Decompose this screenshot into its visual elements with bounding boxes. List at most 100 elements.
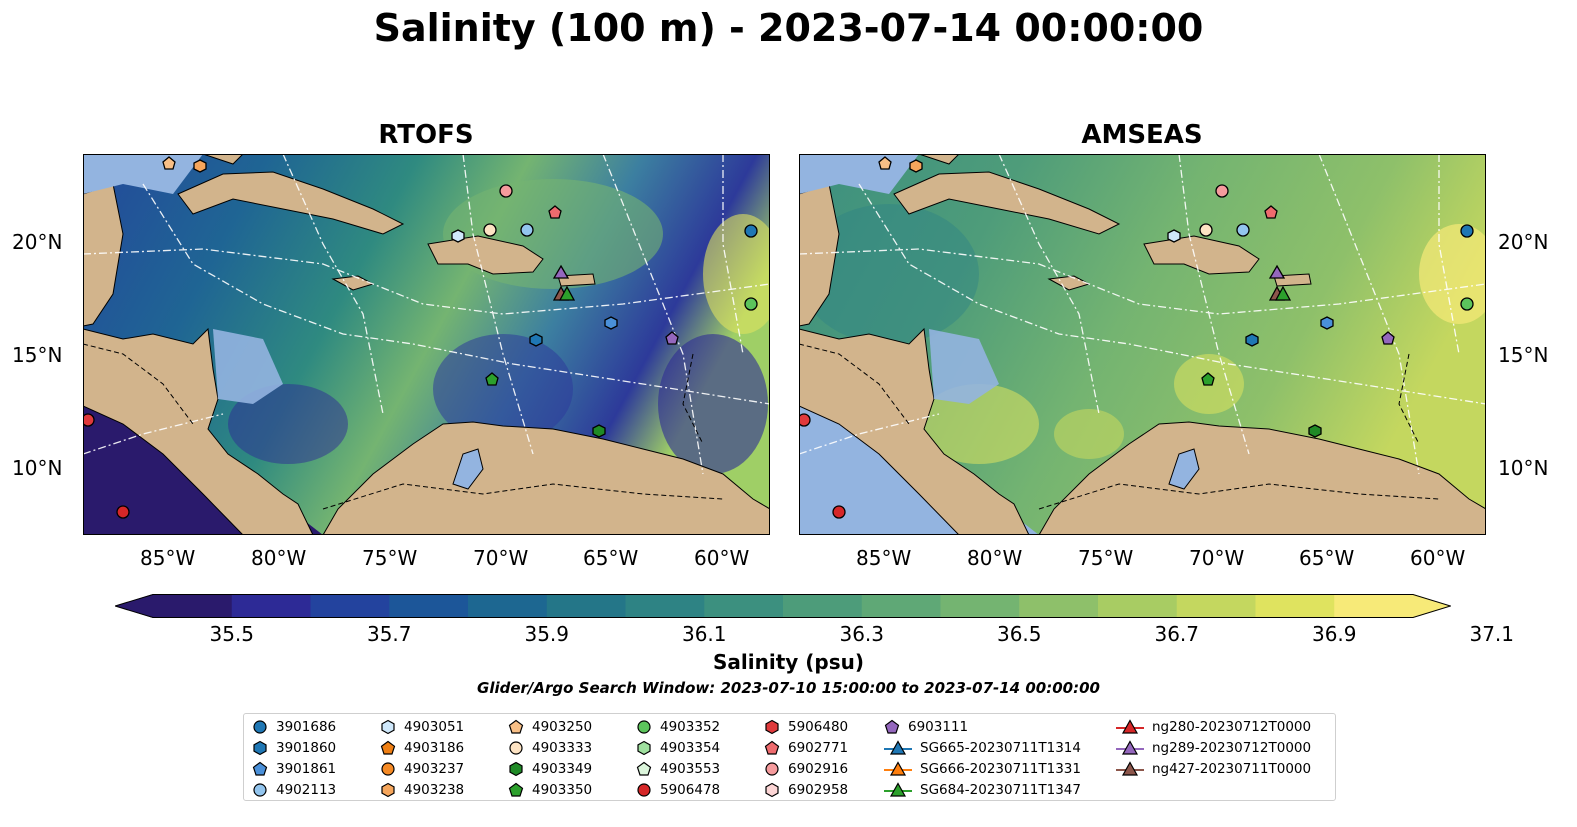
colorbar-tick-label: 37.1 <box>1469 622 1515 646</box>
legend-label: 4902113 <box>276 781 337 798</box>
lon-label: 70°W <box>1189 546 1245 570</box>
colorbar-segment <box>310 594 390 618</box>
colorbar-segment <box>861 594 942 618</box>
legend-item: 6903111 <box>884 716 1081 737</box>
legend-label: ng280-20230712T0000 <box>1152 718 1312 735</box>
cuba-land <box>177 171 405 235</box>
lon-label: 65°W <box>583 546 639 570</box>
lon-label: 70°W <box>473 546 529 570</box>
search-window-text: Glider/Argo Search Window: 2023-07-10 15… <box>477 679 1100 697</box>
pentagon-marker-icon <box>508 782 532 798</box>
legend-item: ng427-20230711T0000 <box>1116 758 1311 779</box>
legend-label: 4903238 <box>404 781 465 798</box>
legend-label: SG666-20230711T1331 <box>920 760 1081 777</box>
circle-marker-icon <box>636 719 660 735</box>
colorbar-tick-label: 36.3 <box>839 622 885 646</box>
colorbar-segment <box>783 594 863 618</box>
circle-marker-icon <box>508 740 532 756</box>
colorbar-segment <box>231 594 312 618</box>
legend-item: 4903238 <box>380 779 464 800</box>
colorbar-segment <box>546 594 627 618</box>
legend-label: 4903333 <box>532 739 593 756</box>
lat-label-20-left: 20°N <box>12 230 63 254</box>
colorbar-segment <box>1255 594 1335 618</box>
figure-title: Salinity (100 m) - 2023-07-14 00:00:00 <box>373 6 1204 50</box>
triangle-line-marker-icon <box>1116 760 1152 777</box>
platform-legend: 3901686 3901860 3901861 4902113 4903051 4903… <box>243 713 1336 801</box>
colorbar-extend-high <box>1413 594 1451 618</box>
triangle-line-marker-icon <box>1116 739 1152 756</box>
legend-label: 6903111 <box>908 718 969 735</box>
legend-label: SG684-20230711T1347 <box>920 781 1081 798</box>
south-america-land <box>322 421 770 535</box>
legend-item: 4903553 <box>636 758 720 779</box>
colorbar-tick-label: 36.7 <box>1154 622 1200 646</box>
circle-marker-icon <box>380 761 404 777</box>
colorbar-segment <box>153 594 233 618</box>
colorbar-segment <box>468 594 548 618</box>
colorbar-segment <box>1334 594 1414 618</box>
rtofs-map <box>83 154 770 535</box>
colorbar-extend-low <box>115 594 153 618</box>
legend-item: 4903352 <box>636 716 720 737</box>
legend-label: 4903250 <box>532 718 593 735</box>
colorbar-tick-label: 35.9 <box>524 622 570 646</box>
salinity-colorbar <box>115 594 1451 618</box>
hexagon-marker-icon <box>764 719 788 735</box>
pentagon-marker-icon <box>508 719 532 735</box>
lat-label-15-left: 15°N <box>12 343 63 367</box>
lon-label: 85°W <box>856 546 912 570</box>
legend-label: 3901860 <box>276 739 337 756</box>
panel-title-rtofs: RTOFS <box>378 120 474 150</box>
legend-item: ng280-20230712T0000 <box>1116 716 1311 737</box>
legend-label: ng289-20230712T0000 <box>1152 739 1312 756</box>
colorbar-tick-label: 36.9 <box>1311 622 1357 646</box>
panel-title-amseas: AMSEAS <box>1081 120 1203 150</box>
lon-label: 75°W <box>362 546 418 570</box>
legend-item: 4903051 <box>380 716 464 737</box>
legend-item: 4903354 <box>636 737 720 758</box>
pentagon-marker-icon <box>636 761 660 777</box>
triangle-line-marker-icon <box>884 760 920 777</box>
triangle-line-marker-icon <box>884 739 920 756</box>
circle-marker-icon <box>252 719 276 735</box>
colorbar-tick-label: 36.1 <box>681 622 727 646</box>
triangle-line-marker-icon <box>1116 718 1152 735</box>
legend-item: 4903349 <box>508 758 592 779</box>
colorbar-segment <box>940 594 1020 618</box>
legend-label: ng427-20230711T0000 <box>1152 760 1312 777</box>
legend-item: 5906478 <box>636 779 720 800</box>
hexagon-marker-icon <box>764 782 788 798</box>
colorbar-segment <box>1019 594 1099 618</box>
legend-label: SG665-20230711T1314 <box>920 739 1081 756</box>
lon-label: 65°W <box>1299 546 1355 570</box>
legend-item: SG665-20230711T1314 <box>884 737 1081 758</box>
hexagon-marker-icon <box>252 740 276 756</box>
legend-item: 6902958 <box>764 779 848 800</box>
colorbar-segment <box>1098 594 1178 618</box>
lat-label-10-right: 10°N <box>1498 456 1549 480</box>
lat-label-15-right: 15°N <box>1498 343 1549 367</box>
legend-label: 4903349 <box>532 760 593 777</box>
lon-label: 75°W <box>1078 546 1134 570</box>
lon-label: 85°W <box>140 546 196 570</box>
legend-item: SG666-20230711T1331 <box>884 758 1081 779</box>
colorbar-segment <box>1176 594 1257 618</box>
hexagon-marker-icon <box>380 719 404 735</box>
colorbar-segment <box>389 594 469 618</box>
colorbar-tick-label: 36.5 <box>996 622 1042 646</box>
pentagon-marker-icon <box>884 719 908 735</box>
colorbar-tick-label: 35.5 <box>209 622 255 646</box>
pentagon-marker-icon <box>380 740 404 756</box>
lon-label: 80°W <box>967 546 1023 570</box>
legend-item: ng289-20230712T0000 <box>1116 737 1311 758</box>
legend-item: 5906480 <box>764 716 848 737</box>
circle-marker-icon <box>764 761 788 777</box>
legend-label: 4903553 <box>660 760 721 777</box>
lat-label-10-left: 10°N <box>12 456 63 480</box>
colorbar-segment <box>625 594 705 618</box>
lon-label: 60°W <box>1410 546 1466 570</box>
legend-item: 6902916 <box>764 758 848 779</box>
lat-label-20-right: 20°N <box>1498 230 1549 254</box>
colorbar-tick-label: 35.7 <box>366 622 412 646</box>
